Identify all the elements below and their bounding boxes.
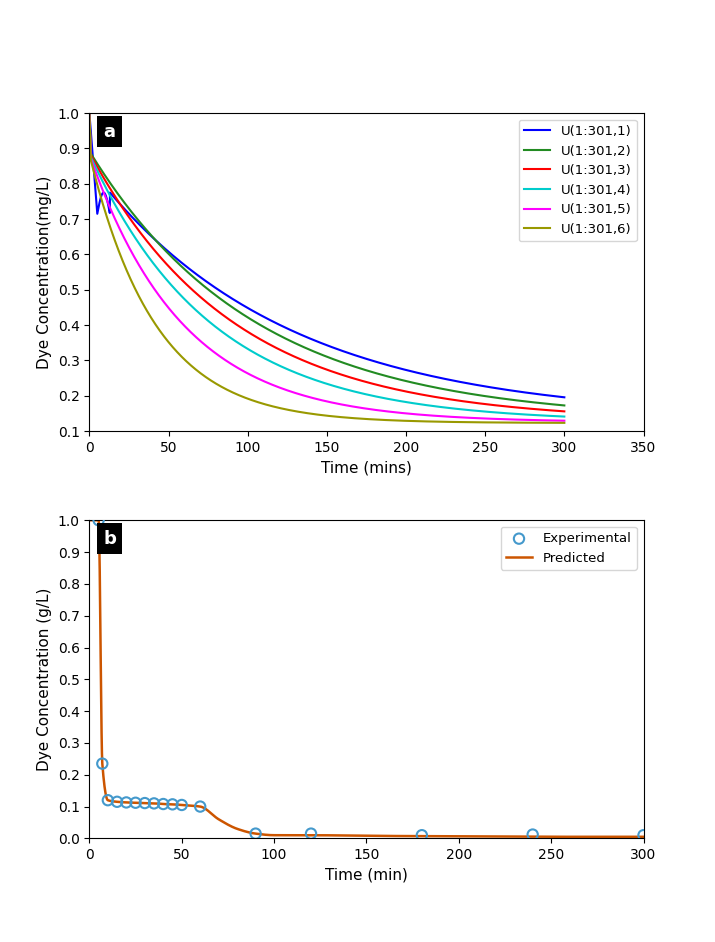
U(1:301,1) (85, 107, 94, 119)
Predicted (148, 798, 157, 809)
Experimental (121, 795, 132, 810)
U(1:301,6) (500, 417, 508, 429)
Line: U(1:301,3): U(1:301,3) (89, 113, 564, 412)
U(1:301,3) (85, 107, 94, 119)
U(1:301,1) (500, 383, 508, 395)
X-axis label: Time (min): Time (min) (325, 868, 408, 883)
Y-axis label: Dye Concentration (g/L): Dye Concentration (g/L) (37, 588, 52, 771)
U(1:301,4) (139, 244, 148, 255)
X-axis label: Time (mins): Time (mins) (321, 461, 412, 476)
U(1:301,5) (139, 267, 148, 278)
Experimental (157, 797, 169, 812)
U(1:301,1) (560, 392, 568, 403)
U(1:301,5) (560, 415, 568, 427)
U(1:301,6) (139, 300, 148, 311)
Experimental (102, 792, 114, 807)
U(1:301,3) (500, 400, 508, 412)
Experimental (112, 794, 123, 809)
U(1:301,3) (267, 340, 276, 351)
U(1:301,4) (85, 107, 94, 119)
Line: U(1:301,5): U(1:301,5) (89, 113, 564, 421)
Experimental (167, 797, 178, 812)
U(1:301,5) (167, 306, 176, 317)
Line: U(1:301,1): U(1:301,1) (89, 113, 564, 398)
U(1:301,3) (139, 231, 148, 242)
Predicted (639, 831, 648, 842)
U(1:301,6) (551, 417, 559, 429)
Experimental (97, 756, 108, 771)
Legend: U(1:301,1), U(1:301,2), U(1:301,3), U(1:301,4), U(1:301,5), U(1:301,6): U(1:301,1), U(1:301,2), U(1:301,3), U(1:… (518, 120, 637, 241)
Line: Predicted: Predicted (89, 520, 644, 836)
Experimental (250, 826, 262, 841)
Experimental (139, 796, 150, 811)
U(1:301,6) (85, 107, 94, 119)
Y-axis label: Dye Concentration(mg/L): Dye Concentration(mg/L) (37, 175, 52, 369)
Line: U(1:301,2): U(1:301,2) (89, 113, 564, 405)
U(1:301,1) (167, 249, 176, 260)
U(1:301,6) (560, 417, 568, 429)
Predicted (322, 830, 330, 841)
Experimental (638, 828, 649, 843)
U(1:301,6) (288, 405, 297, 416)
U(1:301,5) (551, 414, 559, 426)
U(1:301,5) (267, 379, 276, 390)
U(1:301,2) (167, 252, 176, 263)
Predicted (85, 514, 94, 526)
Legend: Experimental, Predicted: Experimental, Predicted (500, 527, 637, 570)
U(1:301,6) (167, 340, 176, 351)
U(1:301,1) (267, 316, 276, 327)
U(1:301,2) (288, 336, 297, 348)
U(1:301,2) (551, 398, 559, 410)
U(1:301,6) (267, 400, 276, 412)
U(1:301,4) (560, 411, 568, 422)
U(1:301,4) (288, 365, 297, 377)
Line: U(1:301,4): U(1:301,4) (89, 113, 564, 416)
U(1:301,4) (267, 356, 276, 367)
Experimental (93, 512, 104, 528)
U(1:301,3) (551, 405, 559, 416)
U(1:301,2) (560, 399, 568, 411)
Experimental (194, 799, 206, 814)
Predicted (569, 831, 578, 842)
Experimental (527, 827, 538, 842)
Experimental (305, 826, 317, 841)
U(1:301,1) (288, 325, 297, 336)
U(1:301,4) (500, 407, 508, 418)
U(1:301,4) (551, 411, 559, 422)
U(1:301,5) (288, 386, 297, 398)
U(1:301,2) (139, 220, 148, 232)
Text: b: b (103, 529, 116, 548)
Experimental (130, 795, 142, 810)
U(1:301,2) (267, 326, 276, 337)
U(1:301,1) (139, 223, 148, 235)
Predicted (528, 831, 537, 842)
Predicted (628, 831, 637, 842)
U(1:301,5) (500, 414, 508, 425)
U(1:301,5) (85, 107, 94, 119)
U(1:301,2) (500, 393, 508, 404)
Predicted (181, 800, 189, 811)
U(1:301,4) (167, 280, 176, 291)
U(1:301,3) (167, 264, 176, 275)
Experimental (416, 828, 428, 843)
Text: a: a (103, 122, 115, 140)
Experimental (176, 798, 187, 813)
Line: U(1:301,6): U(1:301,6) (89, 113, 564, 423)
Predicted (297, 830, 306, 841)
U(1:301,2) (85, 107, 94, 119)
Experimental (148, 796, 159, 811)
U(1:301,3) (560, 406, 568, 417)
U(1:301,3) (288, 349, 297, 361)
U(1:301,1) (551, 391, 559, 402)
